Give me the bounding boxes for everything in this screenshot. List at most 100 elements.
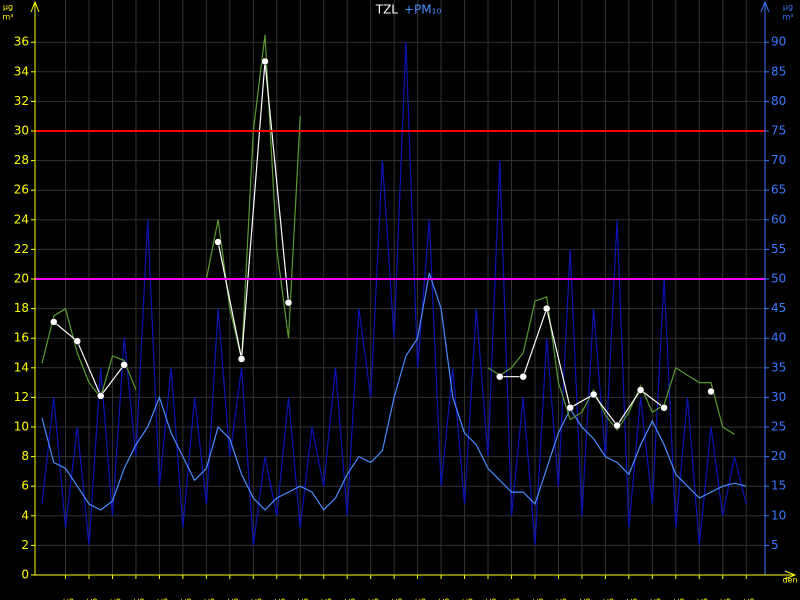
x-tick-label: 2.4.2016	[339, 598, 357, 600]
x-tick-label: 6.4.2016	[433, 598, 451, 600]
y2-tick-label: 15	[771, 479, 786, 493]
x-tick-label: 31.3.2016	[292, 598, 310, 600]
x-tick-label: 8.4.2016	[480, 598, 498, 600]
y-tick-label: 8	[21, 449, 29, 463]
plot-data	[35, 34, 765, 546]
y-axis-arrow	[30, 0, 40, 13]
x-tick-label: 25.3.2016	[151, 598, 169, 600]
x-tick-label: 16.4.2016	[667, 598, 685, 600]
y-tick-label: 2	[21, 538, 29, 552]
x-tick-label: 30.3.2016	[268, 598, 286, 600]
x-tick-label: 12.4.2016	[573, 598, 591, 600]
data-point	[214, 238, 222, 246]
data-point	[566, 404, 574, 412]
y-tick-label: 22	[14, 242, 29, 256]
y-tick-label: 20	[14, 272, 29, 286]
legend-entry: +PM₁₀	[404, 3, 441, 17]
x-tick-label: 4.4.2016	[386, 598, 404, 600]
y2-axis-arrow	[760, 0, 770, 13]
y-tick-label: 24	[14, 212, 29, 226]
y2-tick-label: 20	[771, 449, 786, 463]
y-tick-label: 4	[21, 508, 29, 522]
legend-entry: TZL	[375, 3, 399, 17]
x-tick-label: 5.4.2016	[409, 598, 427, 600]
data-point	[284, 298, 293, 307]
data-point	[636, 386, 645, 394]
y2-tick-label: 50	[771, 272, 786, 286]
y2-tick-label: 40	[771, 331, 786, 345]
y-tick-label: 36	[14, 35, 29, 49]
x-tick-label: 23.3.2016	[104, 598, 122, 600]
data-point	[50, 318, 58, 326]
x-tick-label: 3.4.2016	[362, 598, 380, 600]
data-point	[96, 392, 105, 400]
y-tick-label: 30	[14, 124, 29, 138]
y2-tick-label: 90	[771, 35, 786, 49]
y-tick-label: 12	[14, 390, 29, 404]
y-tick-label: 14	[14, 360, 29, 374]
y-tick-label: 28	[14, 153, 29, 167]
y-unit: µg	[3, 3, 13, 12]
x-tick-label: 18.4.2016	[714, 598, 732, 600]
y-tick-label: 10	[14, 420, 29, 434]
x-tick-label: 10.4.2016	[526, 598, 544, 600]
data-point	[237, 355, 246, 363]
series-line	[41, 272, 747, 511]
y2-tick-label: 55	[771, 242, 786, 256]
y2-unit: µg	[783, 3, 793, 12]
x-tick-label: 14.4.2016	[620, 598, 638, 600]
data-point	[73, 337, 82, 345]
x-tick-label: 9.4.2016	[503, 598, 521, 600]
x-tick-label: 24.3.2016	[127, 598, 145, 600]
data-point	[613, 421, 621, 430]
x-tick-label: 21.3.2016	[57, 598, 75, 600]
y-tick-label: 18	[14, 301, 29, 315]
x-tick-label: 15.4.2016	[644, 598, 662, 600]
data-point	[589, 390, 598, 399]
x-tick-label: 26.3.2016	[174, 598, 192, 600]
x-tick-label: 19.4.2016	[738, 598, 756, 600]
x-tick-label: 11.4.2016	[550, 598, 568, 600]
axes: 0246810121416182022242628303234365101520…	[14, 0, 797, 600]
x-axis-arrow	[784, 570, 797, 580]
y-tick-label: 34	[14, 64, 29, 78]
data-point	[660, 404, 668, 412]
data-point	[261, 57, 269, 66]
y2-tick-label: 75	[771, 124, 786, 138]
y2-tick-label: 5	[771, 538, 779, 552]
y2-tick-label: 85	[771, 64, 786, 78]
y2-tick-label: 70	[771, 153, 786, 167]
y-tick-label: 32	[14, 94, 29, 108]
x-axis-label: den	[782, 576, 797, 585]
x-tick-label: 29.3.2016	[245, 598, 263, 600]
y2-unit: m³	[783, 13, 794, 22]
y2-tick-label: 80	[771, 94, 786, 108]
y2-tick-label: 60	[771, 212, 786, 226]
y2-tick-label: 25	[771, 420, 786, 434]
data-point	[496, 372, 504, 381]
y2-tick-label: 30	[771, 390, 786, 404]
x-tick-label: 1.4.2016	[315, 598, 333, 600]
y2-tick-label: 65	[771, 183, 786, 197]
y2-tick-label: 10	[771, 508, 786, 522]
y2-tick-label: 45	[771, 301, 786, 315]
y-tick-label: 0	[21, 568, 29, 582]
series-line	[41, 42, 747, 546]
y-unit: m³	[3, 13, 14, 22]
x-tick-label: 22.3.2016	[80, 598, 98, 600]
data-point	[707, 387, 715, 396]
data-point	[542, 304, 551, 313]
x-tick-label: 28.3.2016	[221, 598, 239, 600]
y-tick-label: 6	[21, 479, 29, 493]
x-tick-label: 7.4.2016	[456, 598, 474, 600]
y2-tick-label: 35	[771, 360, 786, 374]
data-point	[519, 372, 527, 381]
x-tick-label: 27.3.2016	[198, 598, 216, 600]
x-tick-label: 13.4.2016	[597, 598, 615, 600]
data-point	[120, 361, 128, 369]
x-tick-label: 17.4.2016	[691, 598, 709, 600]
y-tick-label: 26	[14, 183, 29, 197]
